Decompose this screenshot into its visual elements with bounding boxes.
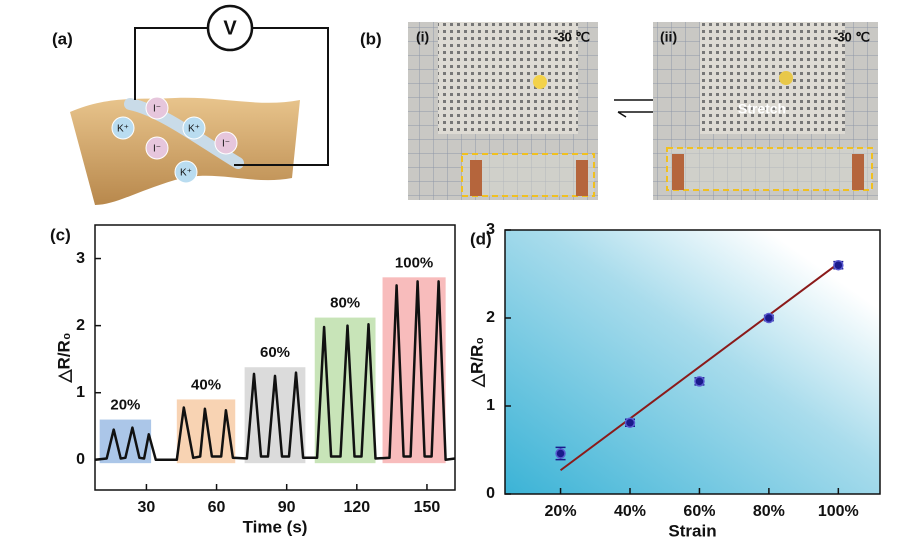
panel-label: (d) <box>470 229 492 248</box>
ion-label: I⁻ <box>153 144 161 155</box>
ion-circle <box>145 136 169 160</box>
ion-circle <box>174 160 198 184</box>
x-axis-label: Time (s) <box>243 517 308 536</box>
fit-line <box>559 262 839 472</box>
y-tick-label: 0 <box>486 485 495 502</box>
ion-label: I⁻ <box>222 139 230 150</box>
x-tick-label: 150 <box>414 499 441 516</box>
ions: K⁺ I⁻ K⁺ I⁻ I⁻ K⁺ <box>111 96 238 184</box>
clamp <box>672 154 684 190</box>
panel-label: (c) <box>50 225 71 244</box>
ion-circle <box>145 96 169 120</box>
voltmeter <box>206 4 254 52</box>
y-tick-label: 2 <box>76 317 85 334</box>
data-point <box>555 448 566 459</box>
region-label: 80% <box>330 295 360 312</box>
ion-circle <box>111 116 135 140</box>
ion-label: K⁺ <box>188 124 200 135</box>
y-tick-label: 2 <box>486 309 495 326</box>
breadboard <box>438 22 578 134</box>
region-label: 40% <box>191 376 221 393</box>
panel-label: (a) <box>52 29 73 48</box>
clamp <box>852 154 864 190</box>
x-tick-label: 60 <box>208 499 226 516</box>
region-label: 20% <box>110 397 140 414</box>
x-tick-label: 90 <box>278 499 296 516</box>
y-tick-label: 0 <box>76 451 85 468</box>
y-tick-label: 3 <box>486 221 495 238</box>
plot-frame <box>94 224 456 491</box>
ion-label: K⁺ <box>180 168 192 179</box>
x-tick-label: 30 <box>138 499 156 516</box>
panel-label: (b) <box>360 29 382 48</box>
ion-circle <box>182 116 206 140</box>
photo-label: (i) <box>416 29 429 45</box>
panel-a: (a) V K⁺ I⁻ K⁺ I⁻ I⁻ K⁺ <box>52 4 329 205</box>
annotation: Stretch <box>738 101 786 117</box>
data-point <box>624 417 636 428</box>
temperature: -30 ℃ <box>833 29 870 44</box>
x-tick-label: 80% <box>753 503 785 520</box>
plot-frame <box>504 229 881 495</box>
panel-b: (b) (i) -30 ℃ (ii) -30 ℃ Stretch <box>360 22 878 200</box>
region-label: 60% <box>260 344 290 361</box>
data-point <box>833 259 844 271</box>
y-tick-label: 1 <box>76 384 85 401</box>
ion-label: K⁺ <box>117 124 129 135</box>
x-axis-label: Strain <box>668 521 716 540</box>
sample-box <box>461 153 595 197</box>
x-tick-label: 20% <box>545 503 577 520</box>
voltmeter-label: V <box>223 17 237 39</box>
breadboard <box>700 22 845 134</box>
plot-background <box>505 230 880 494</box>
temperature: -30 ℃ <box>553 29 590 44</box>
led <box>779 71 793 85</box>
x-tick-label: 100% <box>818 503 859 520</box>
ion-label: I⁻ <box>153 104 161 115</box>
clamp <box>470 160 482 196</box>
y-axis-label: △R/R₀ <box>467 337 486 388</box>
data-line <box>94 280 456 462</box>
y-tick-label: 1 <box>486 397 495 414</box>
y-tick-label: 3 <box>76 250 85 267</box>
photo-label: (ii) <box>660 29 677 45</box>
data-point <box>694 376 705 387</box>
x-tick-label: 40% <box>614 503 646 520</box>
region-label: 100% <box>395 254 433 271</box>
y-axis-label: △R/R₀ <box>54 332 73 383</box>
x-tick-label: 60% <box>683 503 715 520</box>
ion-circle <box>214 131 238 155</box>
x-tick-label: 120 <box>343 499 370 516</box>
led <box>533 75 547 89</box>
sample-box <box>666 147 873 191</box>
clamp <box>576 160 588 196</box>
substrate <box>70 97 300 205</box>
data-point <box>763 312 775 324</box>
wire <box>134 27 329 166</box>
gel-strip <box>124 98 244 169</box>
